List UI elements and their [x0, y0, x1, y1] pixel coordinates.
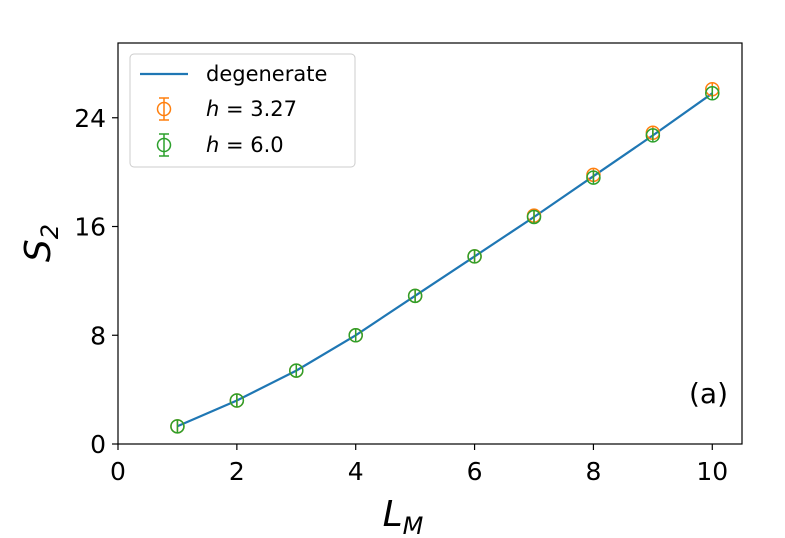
- data-point-h-6-0: [407, 288, 423, 304]
- data-point-h-6-0: [705, 86, 720, 101]
- legend-label-h327: h = 3.27: [206, 97, 297, 121]
- data-point-h-6-0: [645, 128, 661, 143]
- data-point-h-6-0: [467, 249, 482, 264]
- data-point-h-6-0: [289, 363, 304, 378]
- data-point-h-6-0: [170, 419, 185, 434]
- legend-label-degenerate: degenerate: [206, 62, 327, 86]
- y-axis-label-base: S: [18, 239, 59, 262]
- data-point-h-6-0: [229, 393, 245, 408]
- x-axis-label-base: L: [383, 494, 403, 535]
- x-axis-ticks: 0 2 4 6 8 10: [110, 444, 728, 486]
- y-tick-label: 0: [90, 430, 106, 459]
- x-axis-label: LM: [383, 494, 424, 538]
- x-tick-label: 4: [348, 457, 364, 486]
- legend: degenerate h = 3.27 h = 6.0: [129, 53, 356, 168]
- legend-swatch-h327: [156, 97, 172, 121]
- legend-swatch-h60: [156, 133, 172, 157]
- data-point-h-6-0: [526, 209, 542, 225]
- data-point-h-6-0: [348, 328, 363, 343]
- legend-label-h60-eq: = 6.0: [219, 133, 283, 157]
- data-point-h-6-0: [586, 170, 601, 185]
- x-tick-label: 0: [110, 457, 126, 486]
- y-axis-ticks: 0 8 16 24: [74, 104, 118, 459]
- plot-frame: [117, 42, 743, 445]
- x-tick-label: 8: [585, 457, 601, 486]
- x-tick-label: 10: [696, 457, 728, 486]
- legend-label-h327-var: h: [206, 97, 219, 121]
- x-tick-label: 6: [467, 457, 483, 486]
- chart-marks: [170, 81, 720, 434]
- x-axis-label-sub: M: [403, 512, 424, 538]
- series-line-degenerate: [176, 92, 713, 428]
- y-tick-label: 16: [74, 213, 106, 242]
- x-tick-label: 2: [229, 457, 245, 486]
- legend-label-h327-eq: = 3.27: [219, 97, 297, 121]
- y-axis-label: S2: [18, 224, 64, 262]
- y-tick-label: 8: [90, 321, 106, 350]
- legend-label-h60-var: h: [206, 133, 219, 157]
- y-tick-label: 24: [74, 104, 106, 133]
- legend-label-h60: h = 6.0: [206, 133, 284, 157]
- panel-annotation: (a): [689, 377, 728, 410]
- y-axis-label-sub: 2: [36, 224, 64, 239]
- legend-box: [129, 53, 356, 168]
